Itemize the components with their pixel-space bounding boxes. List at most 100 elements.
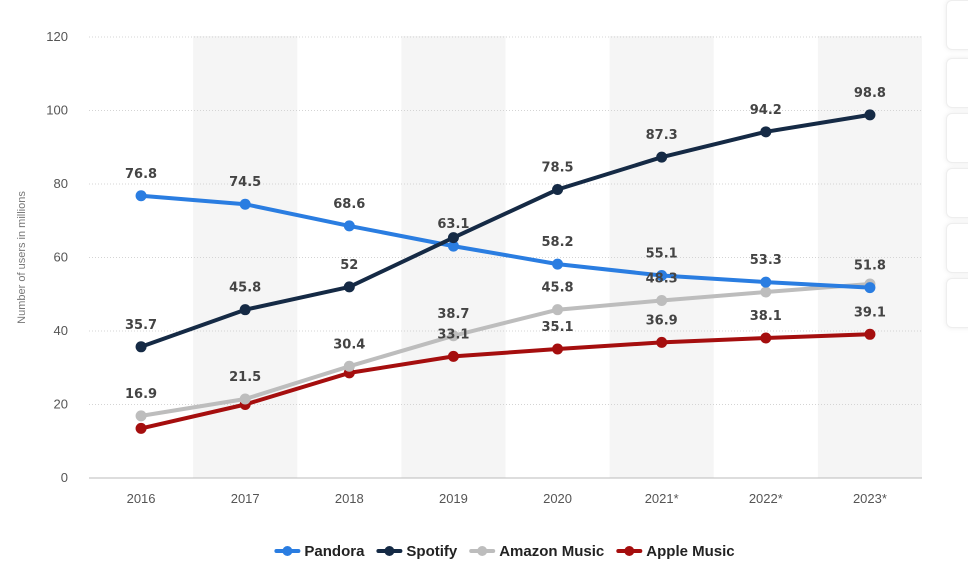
y-tick-label: 80 xyxy=(54,176,68,191)
data-label: 21.5 xyxy=(229,370,261,385)
data-label: 98.8 xyxy=(854,86,886,101)
x-tick-label: 2019 xyxy=(439,491,468,506)
data-point xyxy=(552,343,564,355)
data-label: 55.1 xyxy=(646,247,678,262)
legend-item-spotify[interactable]: Spotify xyxy=(376,543,458,560)
data-label: 78.5 xyxy=(542,161,574,176)
x-tick-label: 2016 xyxy=(127,491,156,506)
data-label: 76.8 xyxy=(125,167,157,182)
data-point xyxy=(864,328,876,340)
data-label: 16.9 xyxy=(125,387,157,402)
data-point xyxy=(552,184,564,196)
data-point xyxy=(447,240,459,252)
data-label: 53.3 xyxy=(750,253,782,268)
data-label: 68.6 xyxy=(333,197,365,212)
data-label: 35.7 xyxy=(125,318,157,333)
series-lines xyxy=(135,109,876,434)
legend-item-apple-music[interactable]: Apple Music xyxy=(616,543,735,560)
legend-label: Pandora xyxy=(304,543,365,560)
series-line-spotify xyxy=(139,112,872,349)
data-point xyxy=(760,286,772,298)
data-point xyxy=(447,350,459,362)
data-point xyxy=(447,232,459,244)
side-panel-card[interactable] xyxy=(946,113,968,163)
data-point xyxy=(343,281,355,293)
x-tick-label: 2017 xyxy=(231,491,260,506)
y-axis-ticks: 0 20 40 60 80 100 120 xyxy=(46,29,68,485)
data-label: 51.8 xyxy=(854,259,886,274)
data-point xyxy=(447,330,459,342)
data-point xyxy=(135,422,147,434)
y-tick-label: 100 xyxy=(46,103,68,118)
legend-label: Spotify xyxy=(406,543,457,560)
y-tick-label: 120 xyxy=(46,29,68,44)
data-point xyxy=(656,294,668,306)
data-labels: 76.8 74.5 68.6 63.1 58.2 55.1 53.3 51.8 35.7 45.8… xyxy=(125,86,886,402)
legend-label: Apple Music xyxy=(646,543,734,560)
data-label: 35.1 xyxy=(542,320,574,335)
data-point xyxy=(239,393,251,405)
data-label: 45.8 xyxy=(542,281,574,296)
data-point xyxy=(760,332,772,344)
series-line-pandora xyxy=(139,193,872,290)
data-point xyxy=(760,276,772,288)
data-label: 74.5 xyxy=(229,175,261,190)
data-point xyxy=(552,258,564,270)
y-tick-label: 60 xyxy=(54,250,68,265)
x-tick-label: 2018 xyxy=(335,491,364,506)
gridlines xyxy=(89,36,922,479)
data-label: 30.4 xyxy=(333,337,365,352)
series-line-amazon-music xyxy=(139,282,872,418)
x-tick-label: 2023* xyxy=(853,491,887,506)
legend-swatch-marker xyxy=(477,546,488,556)
series-line-apple-music xyxy=(139,332,872,431)
legend-label: Amazon Music xyxy=(499,543,604,560)
x-tick-label: 2020 xyxy=(543,491,572,506)
y-tick-label: 20 xyxy=(54,397,68,412)
data-point xyxy=(760,126,772,138)
x-axis-ticks: 2016 2017 2018 2019 2020 2021* 2022* 2023* xyxy=(127,491,887,506)
y-axis-label: Number of users in millions xyxy=(16,191,28,324)
data-point xyxy=(135,190,147,202)
data-point xyxy=(656,336,668,348)
data-point xyxy=(552,304,564,316)
data-label: 58.2 xyxy=(542,235,574,250)
data-point xyxy=(343,220,355,232)
side-panel-card[interactable] xyxy=(946,0,968,50)
data-label: 87.3 xyxy=(646,128,678,143)
data-label: 48.3 xyxy=(646,271,678,286)
data-point xyxy=(656,151,668,163)
side-panel-card[interactable] xyxy=(946,58,968,108)
data-point xyxy=(239,198,251,210)
data-label: 45.8 xyxy=(229,281,261,296)
data-label: 39.1 xyxy=(854,305,886,320)
x-tick-label: 2021* xyxy=(645,491,679,506)
data-label: 94.2 xyxy=(750,103,782,118)
data-label: 38.7 xyxy=(437,307,469,322)
data-label: 33.1 xyxy=(437,327,469,342)
side-panel-card[interactable] xyxy=(946,223,968,273)
legend[interactable]: Pandora Spotify Amazon Music Apple Music xyxy=(274,543,735,560)
legend-swatch-marker xyxy=(624,546,635,556)
data-point xyxy=(864,282,876,294)
y-tick-label: 0 xyxy=(61,470,68,485)
y-tick-label: 40 xyxy=(54,323,68,338)
data-point xyxy=(135,410,147,422)
legend-swatch-marker xyxy=(282,546,293,556)
data-label: 63.1 xyxy=(437,217,469,232)
data-label: 38.1 xyxy=(750,309,782,324)
data-label: 52 xyxy=(340,258,358,273)
data-label: 36.9 xyxy=(646,313,678,328)
legend-item-pandora[interactable]: Pandora xyxy=(274,543,365,560)
legend-item-amazon-music[interactable]: Amazon Music xyxy=(469,543,604,560)
x-tick-label: 2022* xyxy=(749,491,783,506)
data-point xyxy=(239,304,251,316)
data-point xyxy=(656,270,668,282)
data-point xyxy=(343,360,355,372)
legend-swatch-marker xyxy=(384,546,395,556)
data-point xyxy=(135,341,147,353)
data-point xyxy=(864,109,876,121)
side-panel-card[interactable] xyxy=(946,168,968,218)
side-panel-card[interactable] xyxy=(946,278,968,328)
